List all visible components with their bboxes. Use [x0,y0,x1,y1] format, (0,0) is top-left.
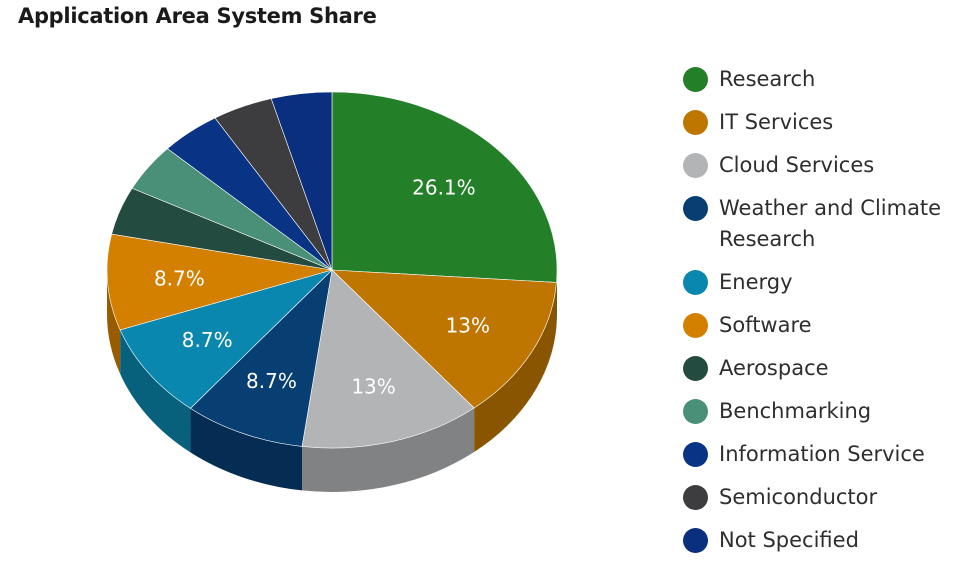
pie-side-software [107,270,121,374]
data-label-software: 8.7% [154,266,205,290]
legend-swatch [683,485,708,510]
legend-label: IT Services [719,110,834,134]
legend-item-cloud-services: Cloud Services [683,150,958,181]
legend-label: Information Service [719,442,925,466]
data-label-weather-and-climate-research: 8.7% [246,369,297,393]
legend-swatch [683,270,708,295]
legend-swatch [683,67,708,92]
data-label-it-services: 13% [446,314,490,338]
legend-label: Software [719,313,812,337]
legend-item-aerospace: Aerospace [683,353,958,384]
legend-swatch [683,196,708,221]
legend-label: Energy [719,270,793,294]
legend-label: Aerospace [719,356,829,380]
pie-slice-energy [119,269,333,409]
legend-swatch [683,356,708,381]
pie-3d-sides [107,270,557,493]
pie-chart: 26.1% 13% 13% 8.7% 8.7% 8.7% [106,91,558,493]
legend-label: Semiconductor [719,485,878,509]
legend-swatch [683,442,708,467]
legend-item-energy: Energy [683,267,958,298]
pie-slice-weather-and-climate-research [189,269,333,447]
legend-label: Weather and Climate Research [719,196,942,251]
legend-swatch [683,313,708,338]
legend-item-research: Research [683,64,958,95]
data-label-cloud-services: 13% [351,374,395,398]
legend-item-information-service: Information Service [683,439,958,470]
legend-item-software: Software [683,310,958,341]
legend-label: Cloud Services [719,153,875,177]
legend-label: Research [719,67,816,91]
pie-slice-it-services [331,269,557,409]
legend-item-it-services: IT Services [683,107,958,138]
legend-swatch [683,399,708,424]
pie-slice-software [106,233,333,331]
pie-side-it-services [474,282,557,452]
legend-item-weather-and-climate-research: Weather and Climate Research [683,193,958,255]
pie-labels: 26.1% 13% 13% 8.7% 8.7% 8.7% [154,175,490,398]
legend-swatch [683,153,708,178]
pie-side-weather-and-climate-research [190,408,303,491]
legend-label: Benchmarking [719,399,872,423]
legend: Research IT Services Cloud Services Weather… [683,64,958,568]
data-label-research: 26.1% [412,175,476,199]
legend-item-semiconductor: Semiconductor [683,482,958,513]
legend-swatch [683,528,708,553]
pie-slice-research [331,91,558,283]
pie-side-cloud-services [302,407,475,493]
legend-item-benchmarking: Benchmarking [683,396,958,427]
pie-side-energy [120,329,191,453]
pie-slice-cloud-services [301,269,475,449]
legend-swatch [683,110,708,135]
pie-slice-not-specified [270,91,333,271]
data-label-energy: 8.7% [182,328,233,352]
chart-title: Application Area System Share [18,4,377,28]
pie-slices [106,91,558,449]
